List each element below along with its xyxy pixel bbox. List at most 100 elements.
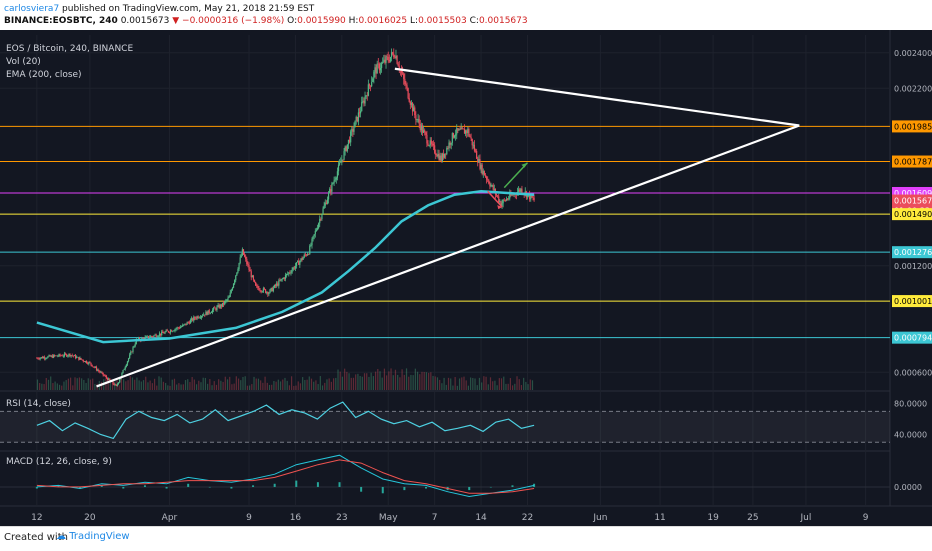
trendline (96, 124, 800, 388)
candle-body (115, 384, 118, 386)
volume-bar (306, 379, 308, 390)
volume-bar (405, 368, 408, 390)
volume-bar (189, 382, 191, 390)
candle-body (472, 144, 474, 146)
candle-body (402, 72, 404, 74)
volume-bar (489, 377, 492, 390)
candle-body (142, 337, 144, 339)
candle-body (322, 208, 324, 215)
volume-bar (503, 376, 505, 390)
candle-body (388, 60, 390, 62)
volume-bar (428, 372, 430, 390)
candle-body (408, 98, 410, 102)
macd-hist-bar (511, 485, 514, 487)
candle-body (461, 127, 463, 129)
candle-body (415, 115, 417, 120)
candle-body (489, 183, 491, 187)
candle-body (383, 59, 385, 62)
candle-body (429, 140, 431, 146)
volume-bar (445, 384, 447, 390)
candle-body (193, 317, 195, 321)
candle-body (119, 379, 121, 383)
volume-bar (237, 378, 240, 390)
macd-hist-bar (79, 486, 82, 489)
volume-bar (246, 385, 248, 390)
candle-body (49, 355, 51, 357)
volume-bar (461, 377, 463, 390)
candle-body (102, 372, 104, 376)
volume-bar (284, 377, 286, 390)
candle-body (158, 333, 161, 336)
candle-body (503, 199, 505, 201)
volume-bar (257, 378, 260, 390)
candle-body (309, 245, 311, 255)
candle-body (260, 290, 262, 292)
volume-bar (370, 372, 372, 390)
grid (0, 30, 932, 507)
candle-body (437, 153, 439, 157)
candle-body (492, 185, 494, 190)
price-label-box (892, 120, 932, 133)
x-tick-label: 11 (654, 513, 665, 523)
volume-bar (176, 384, 178, 390)
volume-bar (215, 384, 218, 390)
axes: 12 20 Apr 9 16 23 May 7 14 22 Jun 11 19 25 Jul 9 0.00240… (31, 49, 932, 523)
volume-bar (352, 377, 355, 390)
volume-bar (295, 385, 297, 390)
candle-body (336, 171, 339, 178)
close-value: 0.0015673 (478, 16, 528, 26)
candle-body (153, 335, 155, 337)
price-label-text: 0.0012765 (894, 248, 932, 257)
macd-hist-bar (230, 486, 233, 489)
x-tick-label: 19 (707, 513, 719, 523)
author-link[interactable]: carlosviera7 (4, 4, 60, 14)
down-arrow-head (497, 205, 503, 210)
volume-bar (520, 385, 523, 390)
candle-body (354, 120, 356, 128)
candle-body (273, 284, 276, 288)
candle-body (43, 357, 46, 359)
candle-body (499, 201, 501, 202)
candle-body (146, 335, 148, 337)
volume-bar (419, 374, 421, 390)
candle-body (214, 307, 216, 309)
candle-body (262, 288, 264, 292)
candle-body (198, 317, 200, 319)
volume-bar (56, 383, 58, 390)
volume-bar (332, 378, 335, 390)
candle-body (416, 119, 418, 121)
chart-canvas[interactable]: 12 20 Apr 9 16 23 May 7 14 22 Jun 11 19 25 Jul 9 0.00240… (0, 30, 932, 526)
candle-body (466, 130, 468, 134)
price-label-box (892, 194, 932, 207)
candle-body (99, 371, 101, 373)
volume-bar (134, 379, 136, 390)
price-label-text: 0.0007949 (894, 334, 932, 343)
candle-body (352, 129, 354, 132)
volume-bar (220, 380, 222, 390)
volume-bar (350, 377, 352, 390)
volume-bar (326, 379, 328, 390)
x-tick-label: May (379, 513, 398, 523)
volume-bar (383, 368, 386, 390)
tradingview-logo-icon[interactable]: ☁ TradingView (56, 531, 130, 542)
candle-body (239, 257, 241, 264)
candle-body (385, 56, 387, 63)
candle-body (476, 150, 478, 159)
candle-body (282, 277, 284, 279)
volume-bar (218, 379, 220, 390)
candle-body (77, 356, 79, 358)
publish-line: carlosviera7 published on TradingView.co… (4, 3, 932, 15)
candle-body (360, 111, 362, 114)
volume-bar (83, 379, 85, 390)
x-tick-label: 7 (432, 513, 438, 523)
candle-body (283, 277, 285, 280)
candle-body (431, 143, 434, 145)
macd-line (36, 454, 535, 498)
candle-body (457, 128, 459, 131)
volume-bar (244, 376, 246, 390)
candle-body (126, 361, 129, 365)
candle-body (481, 164, 483, 174)
candle-body (237, 269, 239, 273)
candle-body (154, 334, 156, 336)
